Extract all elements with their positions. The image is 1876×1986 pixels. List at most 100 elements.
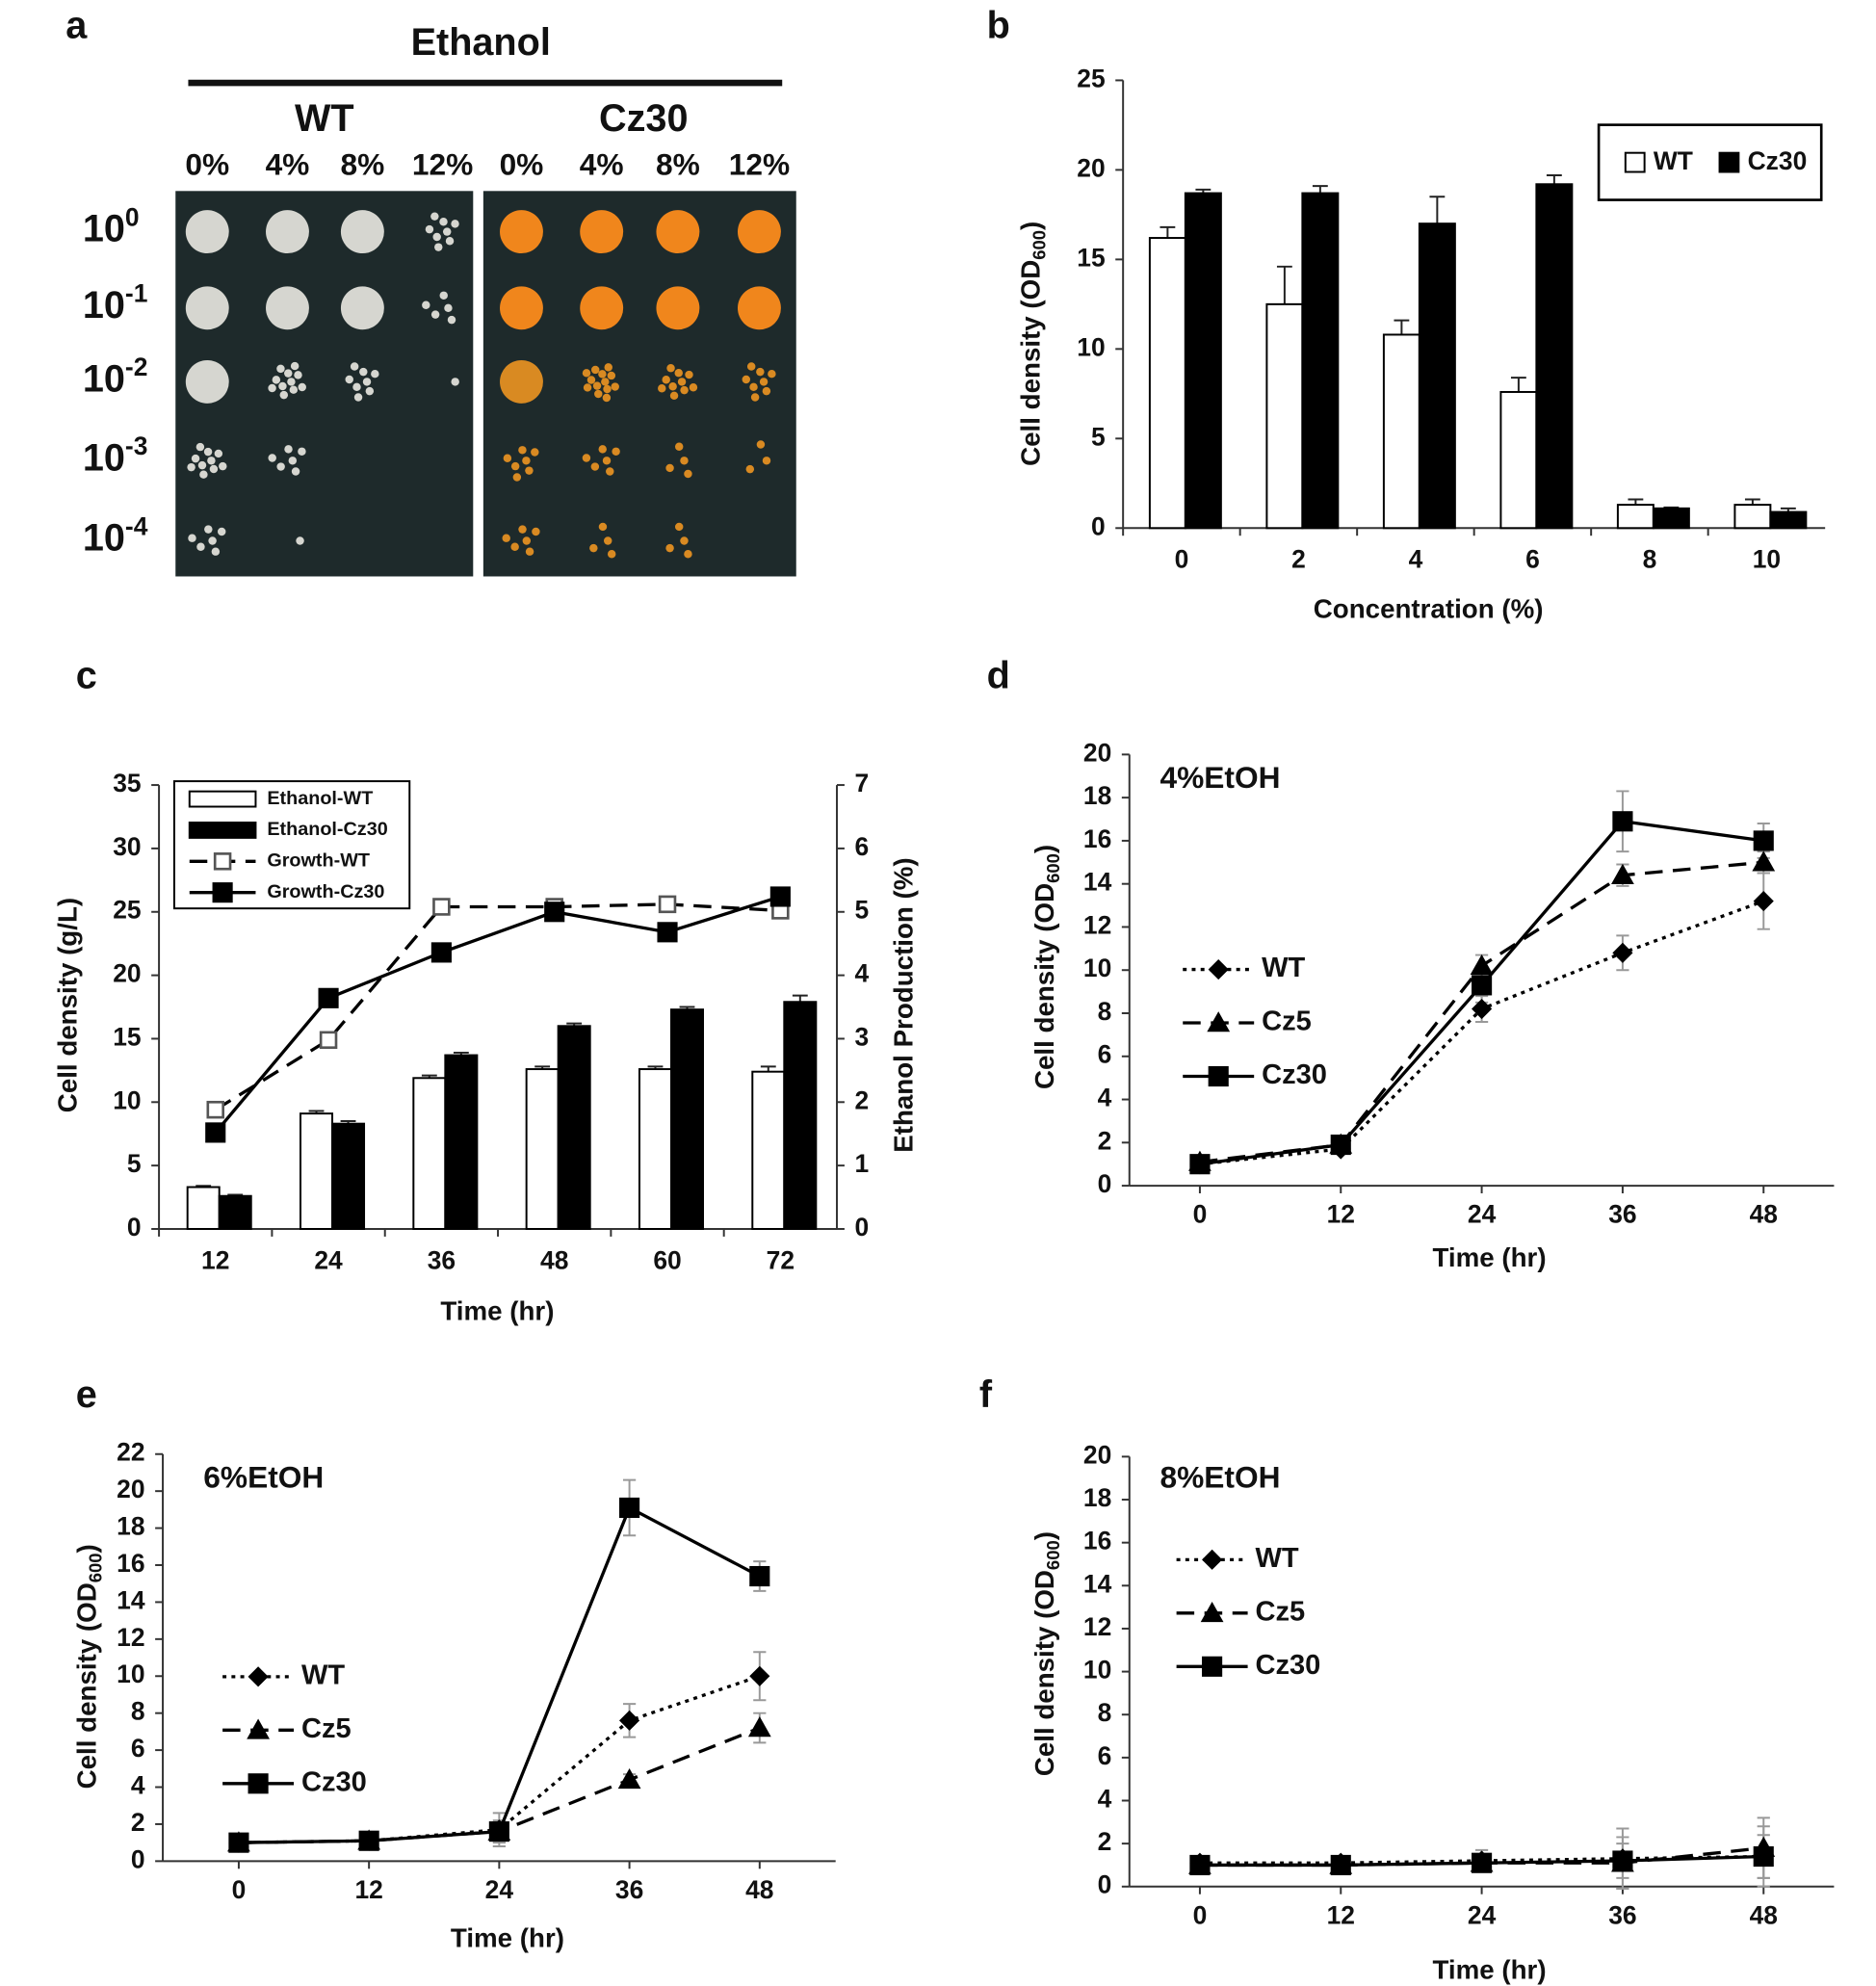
marker xyxy=(432,898,451,916)
y-tick-label: 18 xyxy=(117,1512,144,1541)
y-tick-label: 2 xyxy=(1098,1827,1112,1856)
colony xyxy=(685,370,693,379)
y-tick-label: 0 xyxy=(854,1213,869,1241)
colony xyxy=(518,446,527,455)
colony xyxy=(296,536,304,545)
y-tick-label: 20 xyxy=(1083,738,1111,767)
bar xyxy=(751,1070,786,1230)
dilution-base: 10 xyxy=(83,284,125,327)
marker xyxy=(1472,1852,1493,1873)
colony xyxy=(209,464,219,474)
x-tick-label: 0 xyxy=(1193,1200,1208,1229)
colony xyxy=(604,363,612,372)
colony xyxy=(196,542,205,551)
x-axis-label: Time (hr) xyxy=(451,1923,564,1953)
y-tick-label: 4 xyxy=(854,959,869,988)
dilution-exponent: -4 xyxy=(125,511,148,540)
panel-letter: b xyxy=(987,5,1010,47)
colony xyxy=(288,457,298,465)
colony xyxy=(590,365,600,375)
colony xyxy=(451,378,459,386)
bar xyxy=(444,1054,479,1230)
marker xyxy=(747,1716,771,1738)
x-tick-label: 48 xyxy=(1750,1900,1778,1929)
legend-label: Ethanol-WT xyxy=(267,788,373,809)
bar xyxy=(783,1001,818,1230)
colony xyxy=(191,454,200,463)
x-tick-label: 36 xyxy=(1608,1200,1636,1229)
y-tick-label: 25 xyxy=(1077,64,1105,92)
x-tick-label: 24 xyxy=(1468,1200,1497,1229)
y-tick-label: 3 xyxy=(854,1022,869,1051)
colony xyxy=(290,361,300,371)
concentration-label: 0% xyxy=(185,147,229,182)
dilution-exponent: -3 xyxy=(125,431,147,460)
dilution-base: 10 xyxy=(83,437,125,480)
colony xyxy=(589,543,598,553)
x-tick-label: 6 xyxy=(1525,545,1540,574)
marker xyxy=(1753,1845,1774,1868)
marker xyxy=(1189,1854,1211,1876)
colony xyxy=(674,368,683,378)
dilution-label: 10-4 xyxy=(83,511,148,560)
bar xyxy=(1652,507,1690,530)
y-tick-label: 2 xyxy=(131,1808,145,1837)
y-label-end: ) xyxy=(1016,222,1046,230)
colony xyxy=(602,457,612,465)
marker xyxy=(1752,850,1776,872)
legend-label: WT xyxy=(1256,1543,1299,1574)
colony xyxy=(276,364,285,374)
legend-swatch xyxy=(1718,151,1740,173)
legend-label: Cz5 xyxy=(1262,1006,1312,1037)
colony xyxy=(742,375,751,384)
colony xyxy=(359,367,368,377)
colony xyxy=(197,460,207,470)
y-tick-label: 10 xyxy=(117,1659,144,1688)
y-tick-label: 20 xyxy=(117,1475,144,1503)
colony xyxy=(422,301,430,309)
legend-label: Cz5 xyxy=(1256,1597,1306,1628)
colony xyxy=(362,378,372,386)
y-tick-label: 0 xyxy=(1098,1870,1112,1899)
marker xyxy=(212,882,233,903)
bar xyxy=(1769,510,1808,530)
y-tick-label: 14 xyxy=(1083,868,1112,897)
colony-spot xyxy=(185,286,229,330)
error-bar xyxy=(1429,196,1446,224)
colony xyxy=(532,527,540,536)
colony xyxy=(689,383,698,392)
x-tick-label: 10 xyxy=(1753,545,1781,574)
colony-spot xyxy=(266,210,309,254)
error-bar xyxy=(1276,265,1292,304)
colony xyxy=(598,445,607,454)
marker xyxy=(1612,942,1633,963)
colony xyxy=(603,384,612,394)
marker xyxy=(1208,959,1229,980)
colony-spot xyxy=(340,286,384,330)
annotation: 6%EtOH xyxy=(203,1460,324,1495)
y-tick-label: 20 xyxy=(113,959,141,988)
colony xyxy=(586,376,596,384)
annotation: 8%EtOH xyxy=(1159,1460,1280,1495)
dilution-exponent: -2 xyxy=(125,353,147,381)
y-tick-label: 16 xyxy=(117,1549,144,1578)
colony xyxy=(606,467,614,476)
group-label: Cz30 xyxy=(599,97,688,140)
y-tick-label: 8 xyxy=(131,1697,145,1726)
colony xyxy=(439,291,448,301)
colony xyxy=(607,371,616,380)
colony xyxy=(756,440,766,449)
colony xyxy=(430,310,440,319)
bar xyxy=(1265,302,1304,530)
colony xyxy=(430,212,439,221)
colony xyxy=(594,389,603,399)
marker xyxy=(619,1497,640,1519)
colony xyxy=(442,227,452,236)
colony xyxy=(612,447,620,457)
panel-letter: f xyxy=(979,1373,993,1416)
bar xyxy=(1184,192,1222,530)
colony xyxy=(451,220,459,228)
y-tick-label: 16 xyxy=(1083,824,1111,853)
colony xyxy=(583,383,592,392)
